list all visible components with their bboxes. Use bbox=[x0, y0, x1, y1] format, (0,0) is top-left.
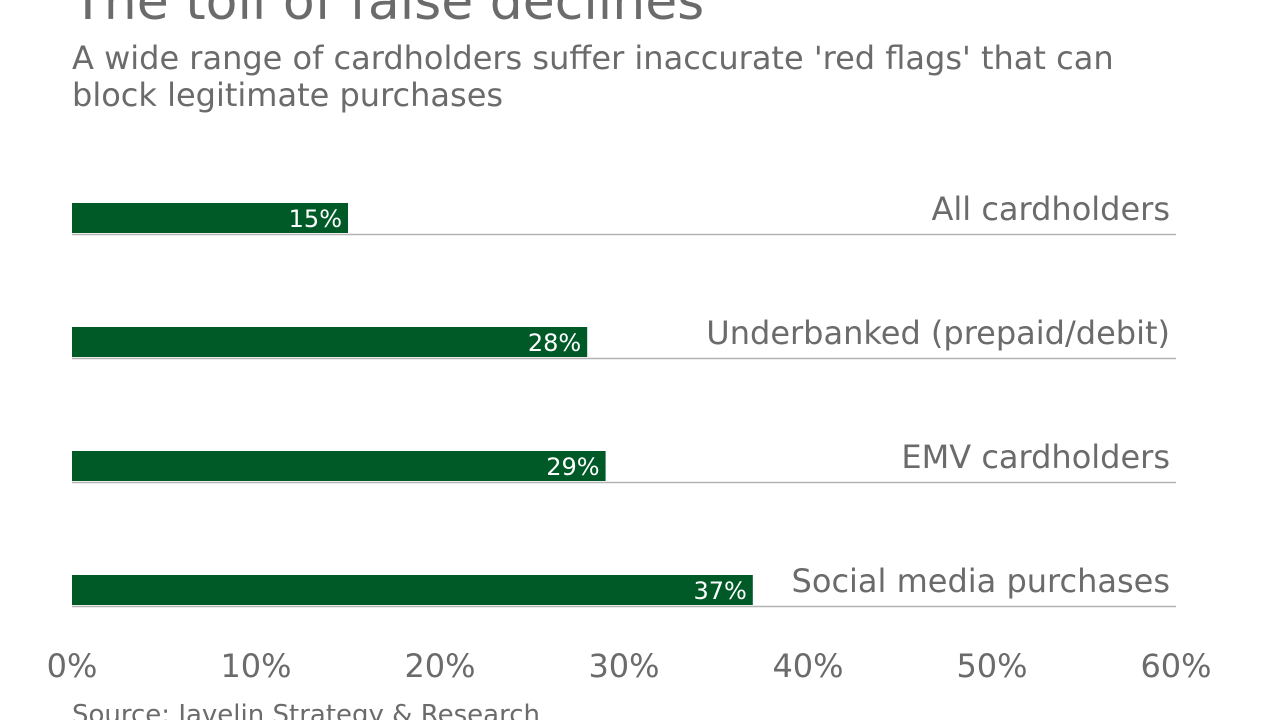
bar bbox=[72, 575, 753, 605]
bar-value-label: 29% bbox=[546, 453, 599, 481]
category-label: EMV cardholders bbox=[901, 438, 1170, 476]
bar-row: 15% All cardholders bbox=[72, 190, 1176, 236]
x-axis: 0% 10% 20% 30% 40% 50% 60% bbox=[47, 647, 1212, 685]
category-label: All cardholders bbox=[931, 190, 1170, 228]
bar-rows: 15% All cardholders 28% Underbanked (prepai… bbox=[72, 190, 1176, 608]
bar bbox=[72, 451, 606, 481]
chart-title: The toll of false declines bbox=[72, 0, 705, 32]
x-tick-label: 20% bbox=[404, 647, 475, 685]
bar bbox=[72, 327, 588, 357]
bar-row: 28% Underbanked (prepaid/debit) bbox=[72, 314, 1176, 360]
bar bbox=[72, 203, 348, 233]
category-label: Social media purchases bbox=[792, 562, 1170, 600]
category-label: Underbanked (prepaid/debit) bbox=[706, 314, 1170, 352]
bar-value-label: 15% bbox=[289, 205, 342, 233]
chart-subtitle: A wide range of cardholders suffer inacc… bbox=[72, 39, 1114, 114]
bar-value-label: 37% bbox=[693, 577, 746, 605]
bar-row: 29% EMV cardholders bbox=[72, 438, 1176, 484]
x-tick-label: 30% bbox=[588, 647, 659, 685]
bar-value-label: 28% bbox=[528, 329, 581, 357]
x-tick-label: 50% bbox=[956, 647, 1027, 685]
x-tick-label: 40% bbox=[772, 647, 843, 685]
source-note: Source: Javelin Strategy & Research bbox=[72, 700, 540, 720]
bar-row: 37% Social media purchases bbox=[72, 562, 1176, 608]
x-tick-label: 0% bbox=[47, 647, 98, 685]
x-tick-label: 10% bbox=[220, 647, 291, 685]
x-tick-label: 60% bbox=[1140, 647, 1211, 685]
